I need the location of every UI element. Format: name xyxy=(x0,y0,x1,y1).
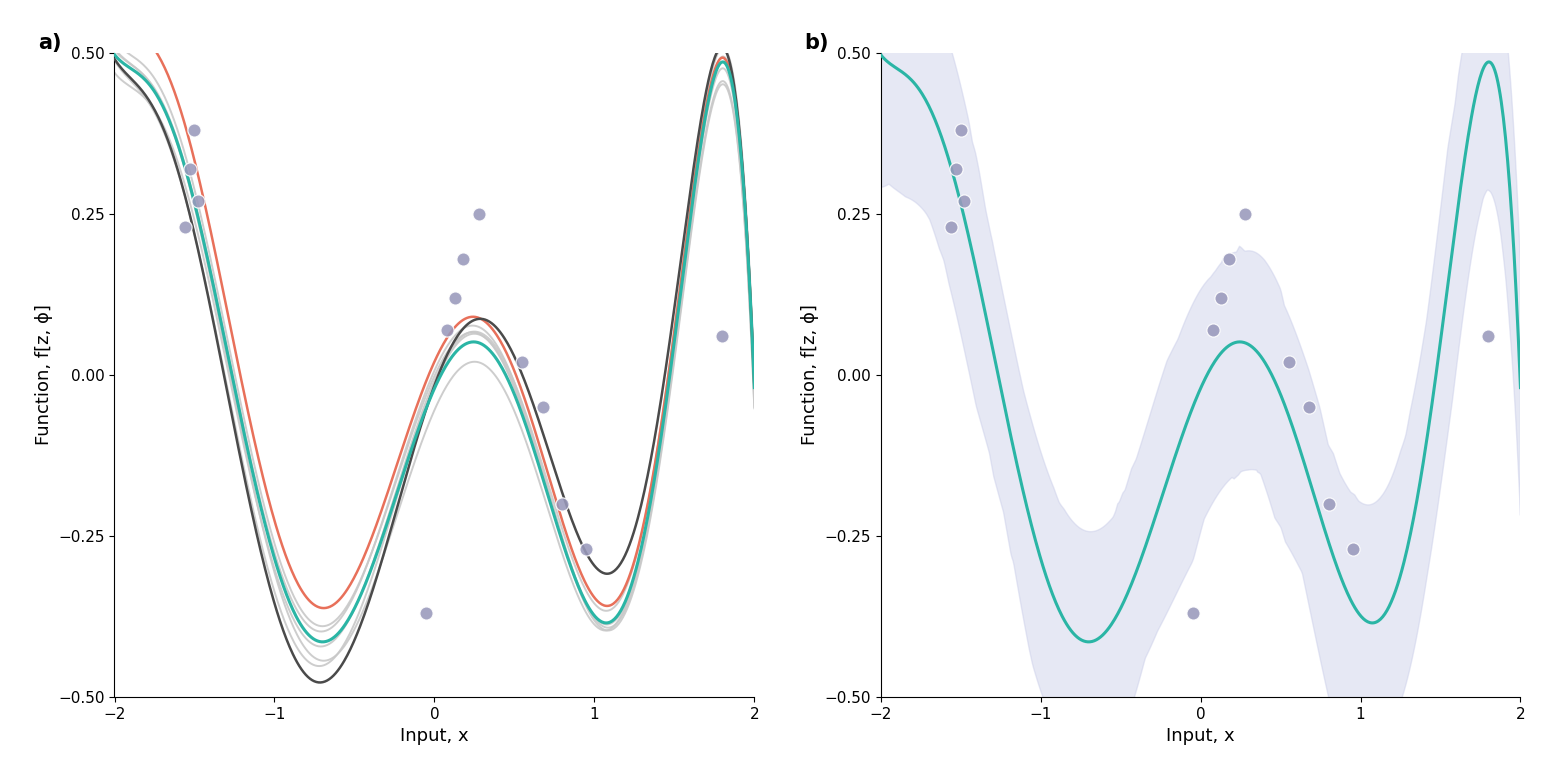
Point xyxy=(551,498,576,510)
Point xyxy=(178,162,203,175)
Point xyxy=(574,543,599,555)
Point xyxy=(1276,356,1301,368)
Point xyxy=(186,195,211,207)
Point xyxy=(443,291,468,303)
Point xyxy=(530,401,555,413)
Point xyxy=(939,221,964,233)
Point xyxy=(952,195,977,207)
Point xyxy=(1317,498,1342,510)
Point xyxy=(948,124,973,136)
Point xyxy=(510,356,535,368)
Point xyxy=(1217,253,1242,265)
X-axis label: Input, x: Input, x xyxy=(399,727,468,745)
Point xyxy=(1296,401,1321,413)
Point xyxy=(451,253,476,265)
Y-axis label: Function, f[z, ϕ]: Function, f[z, ϕ] xyxy=(34,304,53,445)
X-axis label: Input, x: Input, x xyxy=(1167,727,1236,745)
Point xyxy=(1179,607,1204,619)
Text: b): b) xyxy=(803,34,828,53)
Point xyxy=(1340,543,1365,555)
Y-axis label: Function, f[z, ϕ]: Function, f[z, ϕ] xyxy=(800,304,819,445)
Point xyxy=(944,162,969,175)
Point xyxy=(710,330,735,342)
Point xyxy=(413,607,438,619)
Text: a): a) xyxy=(37,34,61,53)
Point xyxy=(435,324,460,336)
Point xyxy=(1476,330,1501,342)
Point xyxy=(1232,207,1257,220)
Point xyxy=(173,221,198,233)
Point xyxy=(1201,324,1226,336)
Point xyxy=(466,207,491,220)
Point xyxy=(1209,291,1234,303)
Point xyxy=(183,124,207,136)
